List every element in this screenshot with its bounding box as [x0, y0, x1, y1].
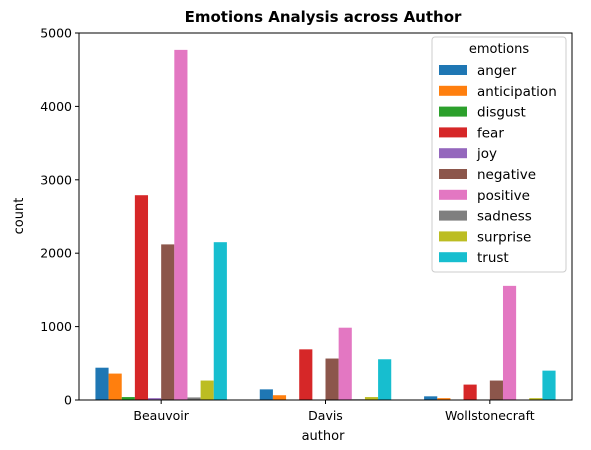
y-tick-label: 5000: [40, 26, 72, 41]
y-tick-label: 2000: [40, 246, 72, 261]
chart-title: Emotions Analysis across Author: [185, 8, 462, 26]
legend-swatch-fear: [439, 127, 467, 138]
x-tick-label: Beauvoir: [133, 408, 189, 423]
bar-negative-wollstonecraft: [489, 380, 503, 400]
x-tick-label: Davis: [308, 408, 343, 423]
bar-anticipation-beauvoir: [108, 373, 122, 400]
legend-swatch-anger: [439, 65, 467, 75]
bar-positive-wollstonecraft: [502, 285, 517, 400]
bar-surprise-wollstonecraft: [529, 398, 543, 400]
y-axis: 0 1000 2000 3000 4000 5000: [40, 26, 79, 408]
legend-swatch-negative: [439, 169, 467, 179]
legend-swatch-anticipation: [439, 85, 467, 96]
legend-label-disgust: disgust: [477, 105, 526, 121]
legend-label-joy: joy: [476, 146, 497, 162]
legend-swatch-surprise: [439, 231, 467, 242]
y-axis-label: count: [12, 198, 27, 235]
legend-swatch-positive: [439, 189, 467, 200]
y-tick-label: 4000: [40, 99, 72, 114]
bar-negative-beauvoir: [161, 244, 175, 400]
y-tick-label: 0: [64, 393, 72, 408]
bar-disgust-beauvoir: [121, 397, 135, 400]
legend-swatch-joy: [439, 148, 467, 159]
bar-anger-wollstonecraft: [424, 396, 438, 400]
legend-swatch-trust: [439, 252, 467, 263]
legend-swatch-disgust: [439, 106, 467, 117]
y-tick-label: 3000: [40, 172, 72, 187]
plot-frame: [78, 32, 573, 401]
bar-surprise-davis: [364, 397, 379, 400]
bar-anticipation-wollstonecraft: [437, 398, 451, 400]
legend-label-anticipation: anticipation: [477, 84, 557, 100]
bar-anger-beauvoir: [95, 367, 109, 400]
bar-fear-davis: [299, 349, 313, 400]
legend-items: anger anticipation disgust fear joy negative p…: [439, 63, 557, 266]
legend-label-positive: positive: [477, 188, 530, 204]
bar-trust-davis: [378, 359, 392, 400]
x-axis: Beauvoir Davis Wollstonecraft: [133, 400, 535, 423]
legend-title: emotions: [469, 42, 530, 57]
legend: emotions anger anticipation disgust fear joy…: [431, 36, 567, 273]
y-tick-label: 1000: [40, 319, 72, 334]
bar-anticipation-davis: [272, 395, 287, 400]
bar-negative-davis: [325, 358, 339, 400]
bar-trust-beauvoir: [213, 242, 227, 400]
legend-label-surprise: surprise: [477, 229, 531, 245]
bar-trust-wollstonecraft: [542, 370, 556, 400]
legend-label-sadness: sadness: [477, 209, 532, 225]
bar-anger-davis: [259, 389, 273, 400]
x-axis-label: author: [302, 429, 345, 444]
x-tick-label: Wollstonecraft: [445, 408, 535, 423]
bar-fear-beauvoir: [134, 195, 149, 400]
bars-group: [95, 49, 556, 400]
bar-positive-beauvoir: [174, 49, 188, 400]
bar-positive-davis: [338, 327, 352, 400]
legend-label-anger: anger: [477, 63, 517, 79]
bar-sadness-beauvoir: [187, 397, 201, 400]
bar-surprise-beauvoir: [200, 380, 214, 400]
legend-label-negative: negative: [477, 167, 536, 183]
bar-joy-beauvoir: [148, 398, 162, 400]
legend-swatch-sadness: [439, 210, 467, 221]
legend-label-fear: fear: [477, 125, 504, 141]
bar-fear-wollstonecraft: [463, 384, 477, 400]
legend-label-trust: trust: [477, 250, 509, 266]
